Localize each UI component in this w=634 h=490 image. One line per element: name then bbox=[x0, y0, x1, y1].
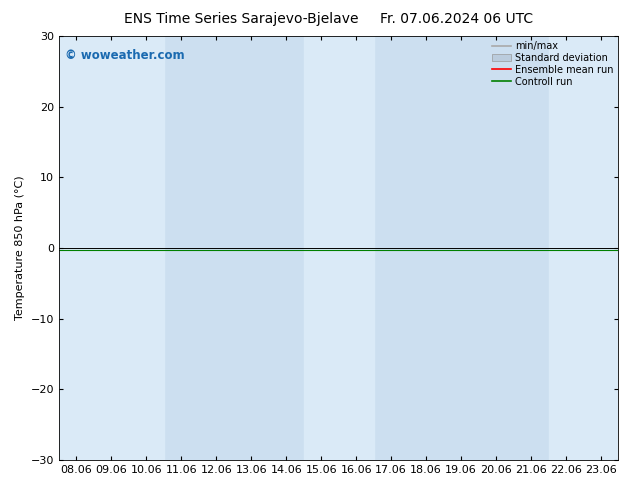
Text: ENS Time Series Sarajevo-Bjelave: ENS Time Series Sarajevo-Bjelave bbox=[124, 12, 358, 26]
Bar bbox=[304, 36, 339, 460]
Bar bbox=[129, 36, 164, 460]
Bar bbox=[548, 36, 583, 460]
Bar bbox=[94, 36, 129, 460]
Bar bbox=[339, 36, 373, 460]
Bar bbox=[583, 36, 619, 460]
Text: Fr. 07.06.2024 06 UTC: Fr. 07.06.2024 06 UTC bbox=[380, 12, 533, 26]
Y-axis label: Temperature 850 hPa (°C): Temperature 850 hPa (°C) bbox=[15, 176, 25, 320]
Bar bbox=[59, 36, 94, 460]
Legend: min/max, Standard deviation, Ensemble mean run, Controll run: min/max, Standard deviation, Ensemble me… bbox=[490, 39, 616, 89]
Text: © woweather.com: © woweather.com bbox=[65, 49, 184, 62]
